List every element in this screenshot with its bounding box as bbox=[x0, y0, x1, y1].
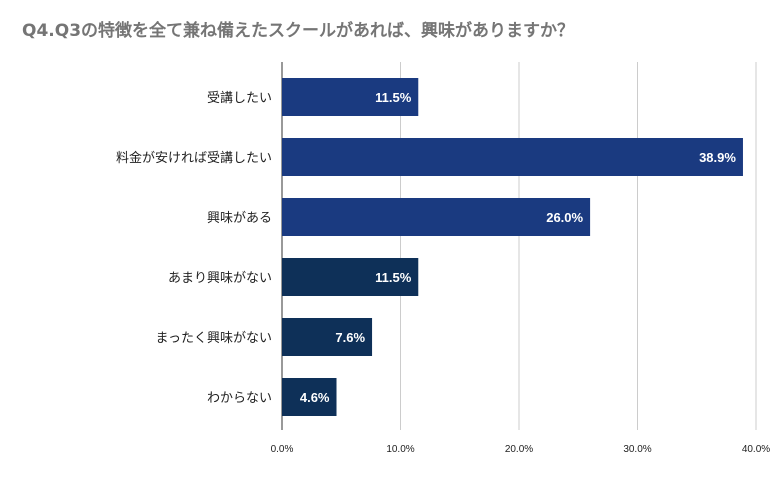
x-tick-label: 0.0% bbox=[271, 444, 294, 455]
x-tick-label: 20.0% bbox=[505, 444, 533, 455]
value-label: 11.5% bbox=[375, 270, 412, 285]
value-label: 4.6% bbox=[300, 390, 330, 405]
value-label: 26.0% bbox=[546, 210, 583, 225]
bar bbox=[282, 378, 337, 416]
x-tick-label: 40.0% bbox=[742, 444, 770, 455]
x-tick-label: 30.0% bbox=[623, 444, 651, 455]
bar bbox=[282, 258, 419, 296]
category-labels: 受講したい料金が安ければ受講したい興味があるあまり興味がないまったく興味がないわ… bbox=[116, 90, 272, 406]
category-label: まったく興味がない bbox=[156, 331, 272, 346]
category-label: 興味がある bbox=[207, 211, 272, 226]
gridlines bbox=[281, 62, 757, 430]
category-label: 料金が安ければ受講したい bbox=[116, 150, 272, 166]
bar bbox=[282, 318, 373, 356]
category-label: わからない bbox=[207, 391, 272, 406]
bar bbox=[282, 78, 419, 116]
category-label: あまり興味がない bbox=[168, 271, 272, 286]
bar bbox=[282, 198, 591, 236]
bars bbox=[282, 78, 743, 416]
value-label: 11.5% bbox=[375, 90, 412, 105]
bar bbox=[282, 138, 743, 176]
x-tick-label: 10.0% bbox=[386, 444, 414, 455]
category-label: 受講したい bbox=[207, 90, 272, 106]
value-labels: 11.5% 38.9% 26.0% 11.5% 7.6% 4.6% bbox=[300, 90, 737, 405]
value-label: 7.6% bbox=[335, 330, 365, 345]
x-tick-labels: 0.0% 10.0% 20.0% 30.0% 40.0% bbox=[271, 444, 771, 455]
value-label: 38.9% bbox=[699, 150, 736, 165]
chart-title: Q4.Q3の特徴を全て兼ね備えたスクールがあれば、興味がありますか？ bbox=[22, 21, 575, 41]
